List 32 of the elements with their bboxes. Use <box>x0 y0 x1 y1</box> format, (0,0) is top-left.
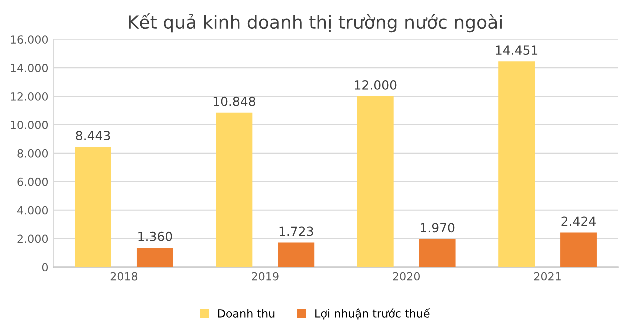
data-label: 10.848 <box>214 96 256 106</box>
bar <box>498 62 536 268</box>
data-label: 1.970 <box>421 223 455 233</box>
x-tick-label: 2019 <box>252 272 279 281</box>
y-tick-label: 4.000 <box>18 206 48 215</box>
y-tick-label: 0 <box>42 263 48 272</box>
y-tick-label: 8.000 <box>18 149 48 158</box>
bar <box>560 232 597 268</box>
chart-title: Kết quả kinh doanh thị trường nước ngoài <box>129 14 502 33</box>
x-tick-label: 2018 <box>110 272 138 281</box>
legend-label: Lợi nhuận trước thuế <box>316 308 430 320</box>
y-tick-label: 14.000 <box>11 64 48 72</box>
y-tick-label: 16.000 <box>11 36 48 44</box>
bar <box>75 147 112 268</box>
bar <box>216 112 253 268</box>
y-tick-label: 10.000 <box>11 120 48 130</box>
data-label: 8.443 <box>76 131 110 141</box>
x-tick-label: 2020 <box>393 272 420 281</box>
legend-label: Doanh thu <box>218 309 275 318</box>
y-tick-label: 2.000 <box>18 234 48 244</box>
data-label: 1.723 <box>280 226 314 236</box>
y-tick-label: 12.000 <box>11 92 48 101</box>
x-tick-label: 2021 <box>534 272 561 281</box>
bar <box>357 96 394 268</box>
data-label: 1.360 <box>138 232 172 242</box>
y-tick-label: 6.000 <box>18 178 48 186</box>
bar <box>136 248 174 268</box>
data-label: 12.000 <box>355 80 397 90</box>
bar <box>278 242 315 268</box>
bar <box>419 239 456 268</box>
data-label: 2.424 <box>562 216 596 226</box>
data-label: 14.451 <box>496 46 538 56</box>
